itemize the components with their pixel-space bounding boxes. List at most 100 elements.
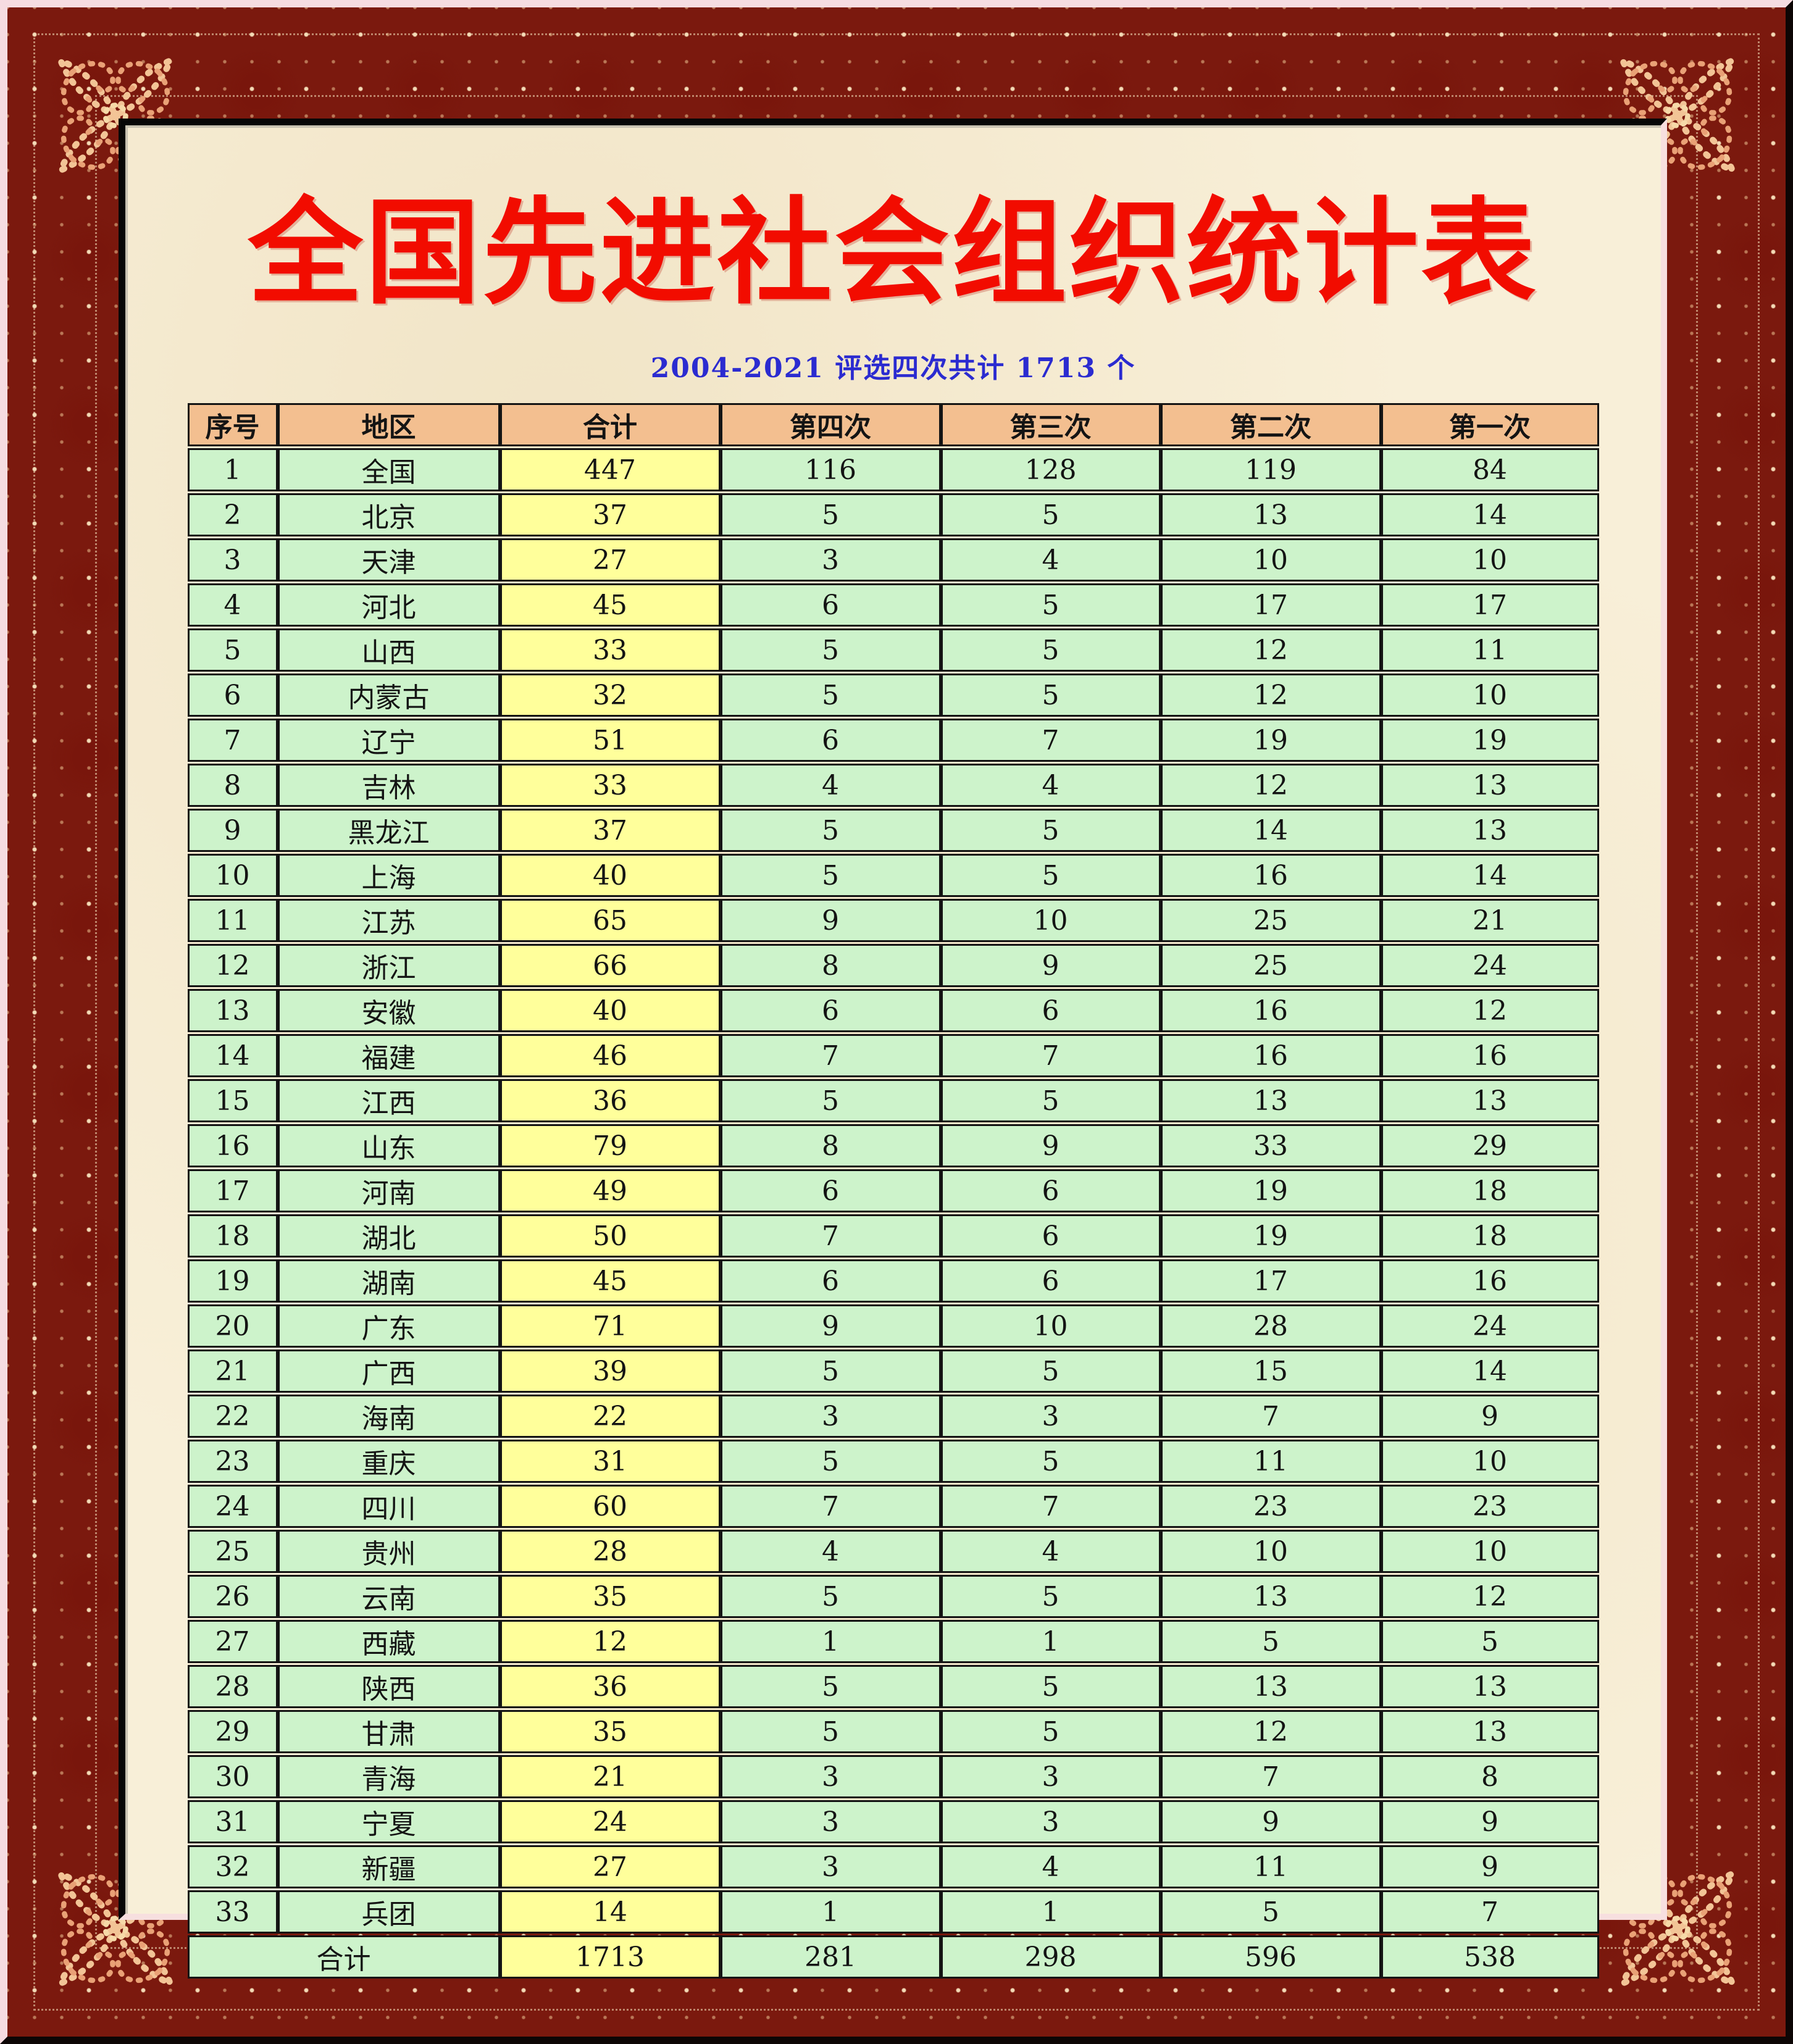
cell-round2: 25 <box>1160 899 1381 943</box>
cell-region: 四川 <box>277 1485 500 1529</box>
cell-round3: 7 <box>940 1034 1161 1078</box>
table-row: 17 河南 49 6 6 19 18 <box>187 1169 1599 1213</box>
cell-region: 新疆 <box>277 1845 500 1889</box>
cell-total: 46 <box>499 1034 721 1078</box>
table-row: 25 贵州 28 4 4 10 10 <box>187 1530 1599 1574</box>
table-row: 24 四川 60 7 7 23 23 <box>187 1485 1599 1529</box>
table-row: 4 河北 45 6 5 17 17 <box>187 583 1599 627</box>
cell-round1: 13 <box>1381 1079 1599 1123</box>
cell-region: 天津 <box>277 538 500 582</box>
cell-total: 60 <box>499 1485 721 1529</box>
cell-round2: 13 <box>1160 493 1381 537</box>
total-grand: 1713 <box>499 1935 721 1979</box>
cell-region: 全国 <box>277 448 500 492</box>
cell-round4: 5 <box>720 1079 941 1123</box>
cell-index: 28 <box>187 1665 278 1709</box>
cell-round1: 11 <box>1381 628 1599 672</box>
cell-index: 12 <box>187 944 278 988</box>
table-row: 10 上海 40 5 5 16 14 <box>187 854 1599 898</box>
total-round4: 281 <box>720 1935 941 1979</box>
cell-total: 51 <box>499 719 721 762</box>
cell-round1: 7 <box>1381 1890 1599 1934</box>
page-subtitle: 2004-2021 评选四次共计 1713 个 <box>650 352 1136 385</box>
cell-region: 安徽 <box>277 989 500 1033</box>
table-row: 18 湖北 50 7 6 19 18 <box>187 1214 1599 1258</box>
cell-round1: 29 <box>1381 1124 1599 1168</box>
cell-region: 重庆 <box>277 1440 500 1483</box>
cell-round2: 14 <box>1160 809 1381 853</box>
cell-total: 49 <box>499 1169 721 1213</box>
cell-round2: 25 <box>1160 944 1381 988</box>
cell-round4: 5 <box>720 1665 941 1709</box>
cell-round2: 13 <box>1160 1079 1381 1123</box>
cell-round1: 14 <box>1381 493 1599 537</box>
cell-round4: 5 <box>720 674 941 717</box>
cell-region: 广东 <box>277 1304 500 1348</box>
table-row: 14 福建 46 7 7 16 16 <box>187 1034 1599 1078</box>
cell-region: 西藏 <box>277 1620 500 1664</box>
cell-index: 23 <box>187 1440 278 1483</box>
cell-round3: 6 <box>940 1214 1161 1258</box>
cell-round4: 1 <box>720 1890 941 1934</box>
cell-round1: 10 <box>1381 538 1599 582</box>
cell-region: 山东 <box>277 1124 500 1168</box>
cell-round1: 23 <box>1381 1485 1599 1529</box>
table-row: 11 江苏 65 9 10 25 21 <box>187 899 1599 943</box>
table-row: 2 北京 37 5 5 13 14 <box>187 493 1599 537</box>
cell-round1: 10 <box>1381 1530 1599 1574</box>
cell-round1: 24 <box>1381 1304 1599 1348</box>
cell-region: 甘肃 <box>277 1710 500 1754</box>
cell-index: 17 <box>187 1169 278 1213</box>
cell-round1: 13 <box>1381 809 1599 853</box>
cell-region: 吉林 <box>277 764 500 807</box>
cell-index: 11 <box>187 899 278 943</box>
cell-index: 27 <box>187 1620 278 1664</box>
cell-round2: 7 <box>1160 1755 1381 1799</box>
cell-round2: 13 <box>1160 1575 1381 1619</box>
cell-index: 33 <box>187 1890 278 1934</box>
cell-total: 33 <box>499 628 721 672</box>
cell-round1: 13 <box>1381 1665 1599 1709</box>
cell-round3: 5 <box>940 493 1161 537</box>
cell-region: 河北 <box>277 583 500 627</box>
cell-region: 江西 <box>277 1079 500 1123</box>
cell-round1: 8 <box>1381 1755 1599 1799</box>
cell-round2: 11 <box>1160 1845 1381 1889</box>
cell-round3: 3 <box>940 1755 1161 1799</box>
cell-index: 1 <box>187 448 278 492</box>
cell-round4: 4 <box>720 764 941 807</box>
cell-total: 45 <box>499 1259 721 1303</box>
cell-round2: 16 <box>1160 854 1381 898</box>
cell-round3: 4 <box>940 538 1161 582</box>
cell-round4: 3 <box>720 1395 941 1438</box>
cell-round1: 17 <box>1381 583 1599 627</box>
cell-total: 27 <box>499 1845 721 1889</box>
cell-total: 37 <box>499 493 721 537</box>
cell-round3: 5 <box>940 1349 1161 1393</box>
cell-region: 海南 <box>277 1395 500 1438</box>
cell-round1: 10 <box>1381 674 1599 717</box>
header-round2: 第二次 <box>1160 403 1381 447</box>
cell-round3: 5 <box>940 1575 1161 1619</box>
cell-round2: 5 <box>1160 1890 1381 1934</box>
cell-region: 北京 <box>277 493 500 537</box>
cell-total: 12 <box>499 1620 721 1664</box>
cell-total: 31 <box>499 1440 721 1483</box>
cell-round2: 17 <box>1160 1259 1381 1303</box>
cell-round4: 8 <box>720 1124 941 1168</box>
table-row: 5 山西 33 5 5 12 11 <box>187 628 1599 672</box>
total-row-label: 合计 <box>187 1935 500 1979</box>
cell-round4: 6 <box>720 1259 941 1303</box>
cell-index: 10 <box>187 854 278 898</box>
cell-round2: 12 <box>1160 628 1381 672</box>
cell-region: 广西 <box>277 1349 500 1393</box>
table-row: 13 安徽 40 6 6 16 12 <box>187 989 1599 1033</box>
cell-round3: 9 <box>940 944 1161 988</box>
table-header: 序号 地区 合计 第四次 第三次 第二次 第一次 <box>187 403 1599 447</box>
cell-round3: 4 <box>940 764 1161 807</box>
cell-round2: 13 <box>1160 1665 1381 1709</box>
table-header-row: 序号 地区 合计 第四次 第三次 第二次 第一次 <box>187 403 1599 447</box>
total-round2: 596 <box>1160 1935 1381 1979</box>
table-row: 19 湖南 45 6 6 17 16 <box>187 1259 1599 1303</box>
table-row: 7 辽宁 51 6 7 19 19 <box>187 719 1599 762</box>
